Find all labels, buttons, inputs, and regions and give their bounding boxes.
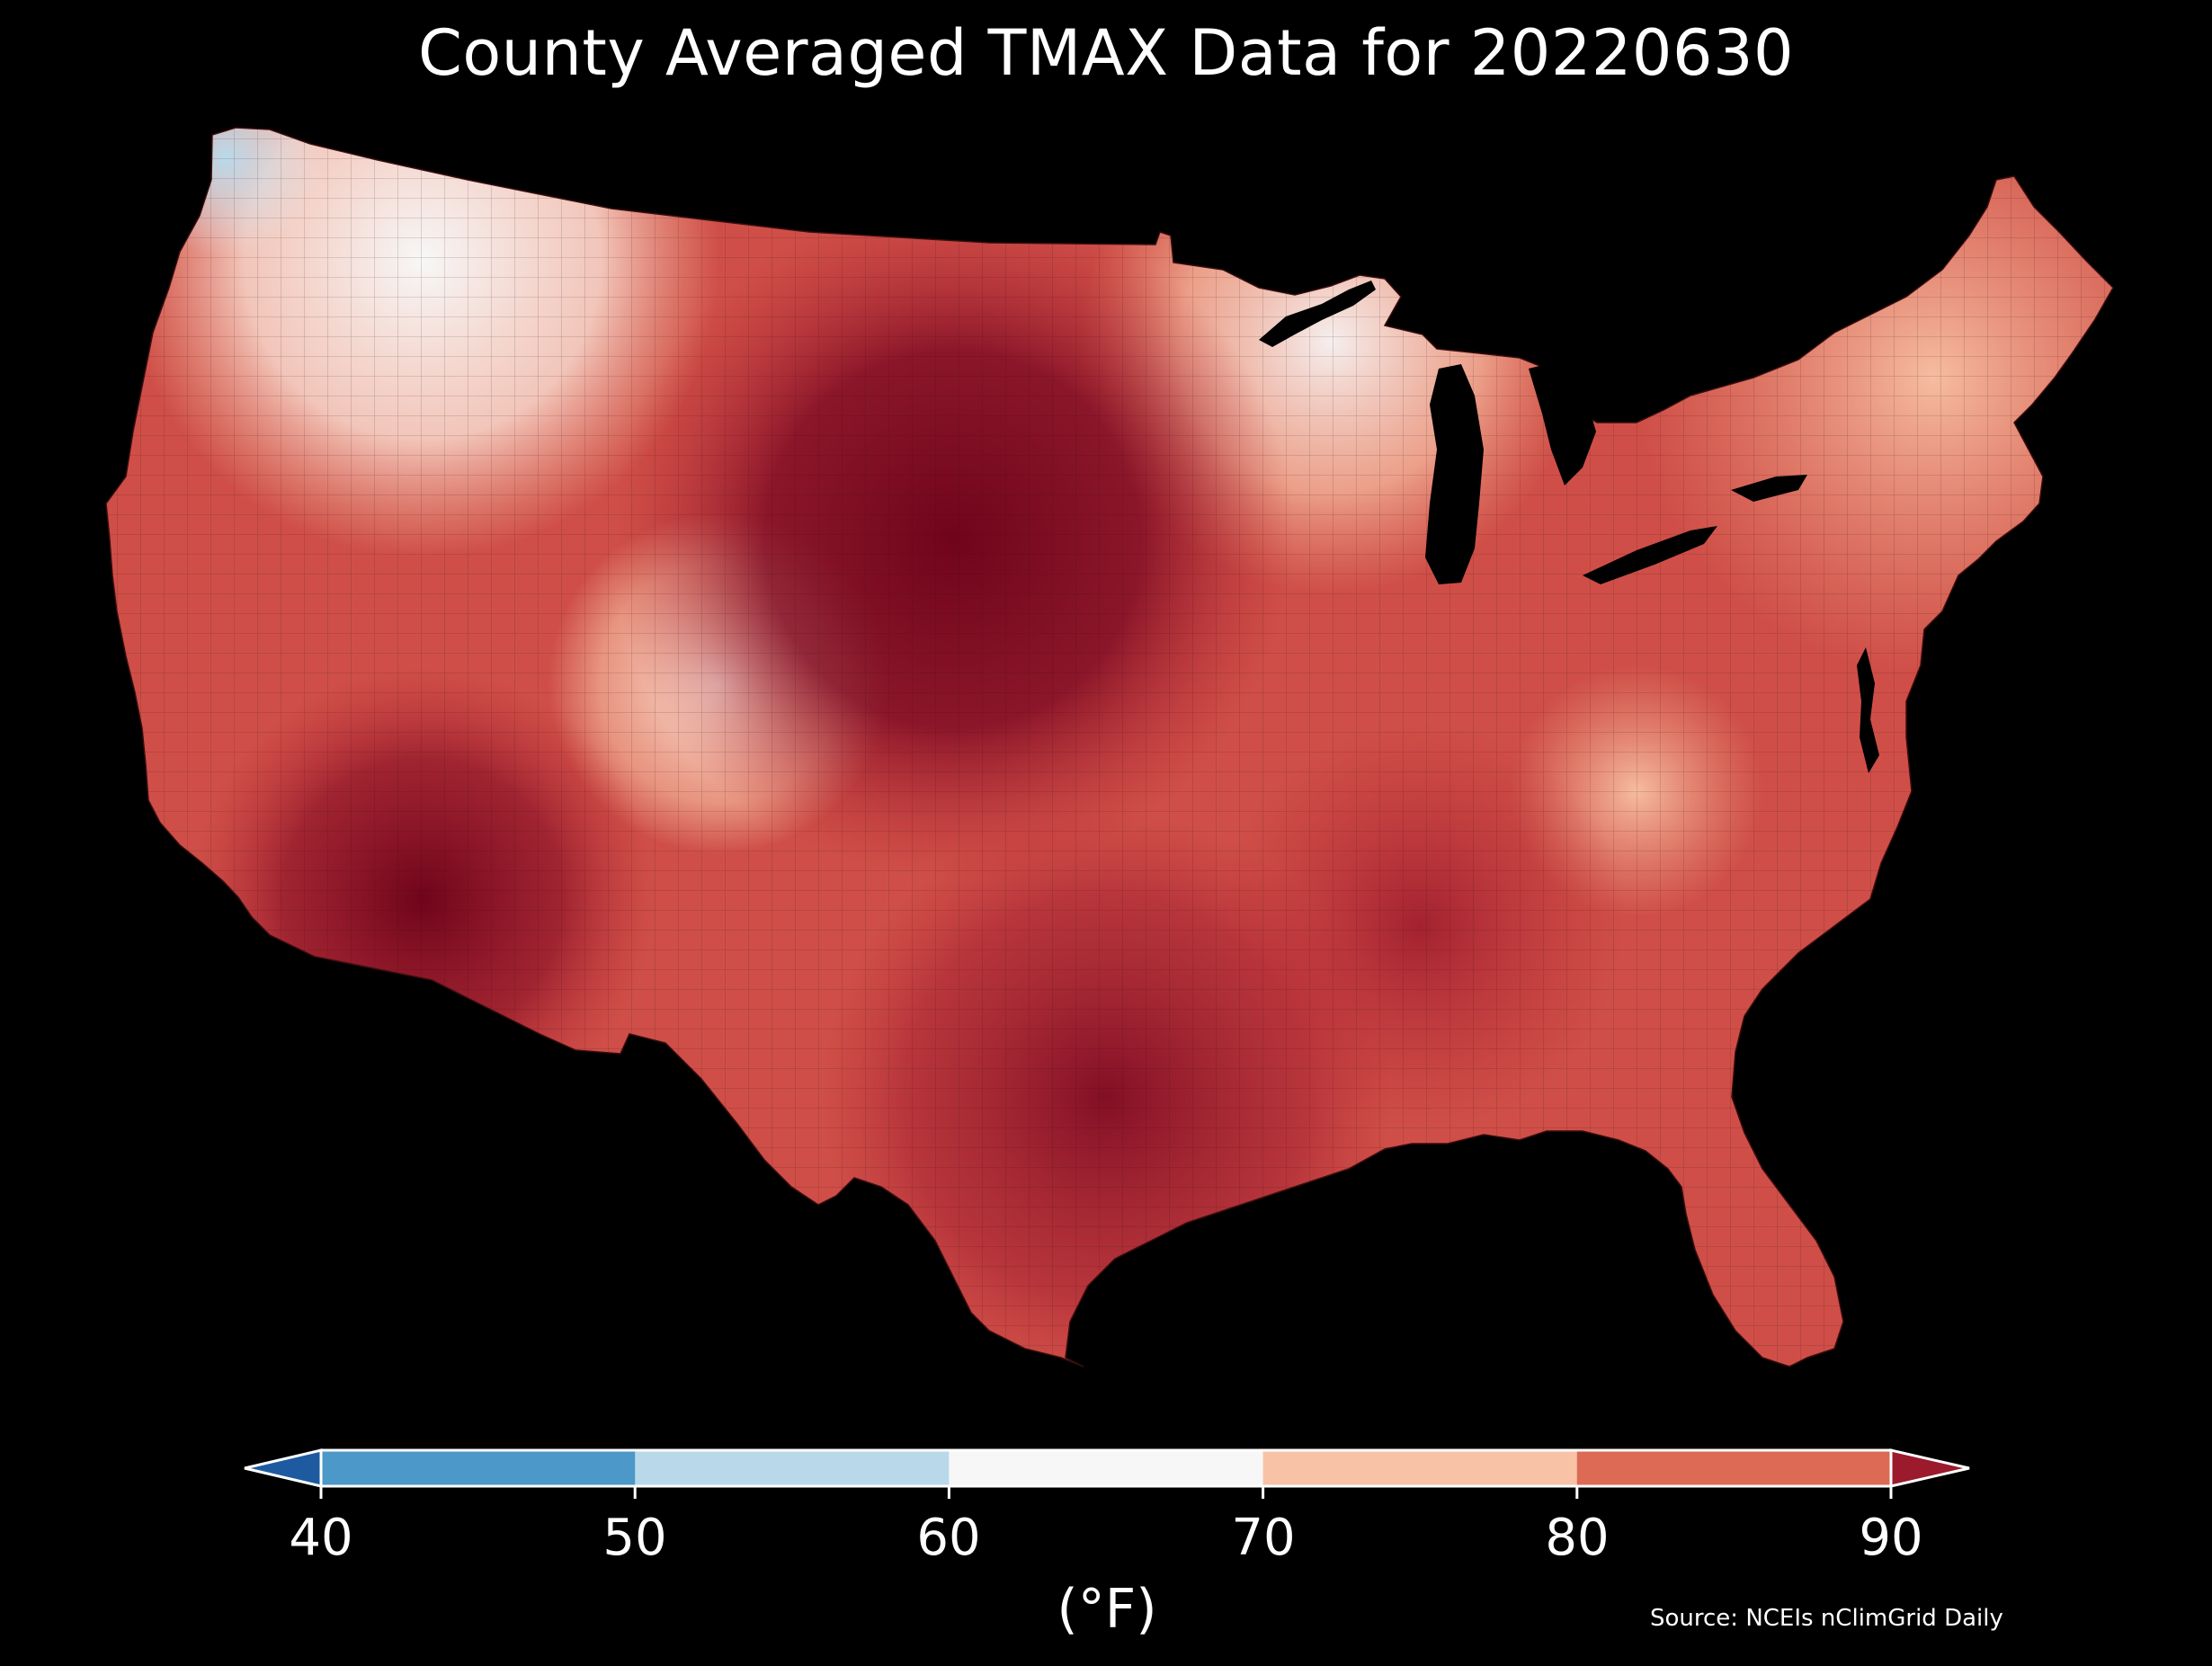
colorbar-bin [949,1450,1264,1486]
colorbar-unit-label: (°F) [1057,1578,1157,1641]
colorbar-bin [1576,1450,1892,1486]
source-attribution: Source: NCEIs nClimGrid Daily [1650,1605,2003,1632]
colorbar-tick-label: 50 [602,1509,667,1567]
lake-michigan [1425,364,1484,584]
map-title: County Averaged TMAX Data for 20220630 [417,16,1795,90]
colorbar-extend-low [244,1448,323,1488]
colorbar-tick-label: 70 [1231,1509,1296,1567]
colorbar-extend-high [1889,1448,1970,1488]
colorbar-tick-label: 60 [916,1509,981,1567]
lake-superior [1259,281,1376,347]
lake-erie [1583,526,1717,584]
colorbar-tick-label: 80 [1545,1509,1610,1567]
colorbar-tick-label: 40 [289,1509,353,1567]
colorbar-bin [321,1450,636,1486]
colorbar-tick-label: 90 [1859,1509,1923,1567]
lake-ontario [1731,475,1807,502]
colorbar-bin [1262,1450,1578,1486]
chesapeake-bay [1857,647,1879,773]
lake-huron [1529,360,1596,486]
colorbar-bin [635,1450,950,1486]
